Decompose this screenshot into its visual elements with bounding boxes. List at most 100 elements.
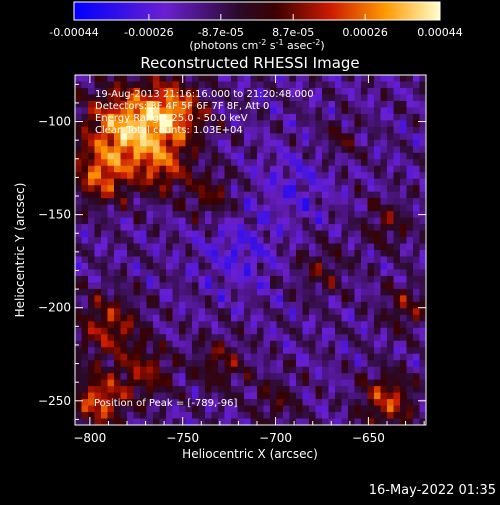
heatmap-cell xyxy=(107,392,115,400)
heatmap-cell xyxy=(354,87,362,95)
heatmap-cell xyxy=(400,191,407,199)
heatmap-cell xyxy=(159,288,167,296)
heatmap-cell xyxy=(198,191,206,199)
heatmap-cell xyxy=(328,230,336,238)
heatmap-cell xyxy=(231,191,238,199)
heatmap-cell xyxy=(133,340,141,348)
heatmap-cell xyxy=(296,386,303,393)
heatmap-cell xyxy=(244,75,251,82)
heatmap-cell xyxy=(140,360,147,368)
heatmap-cell xyxy=(94,185,102,193)
heatmap-cell xyxy=(231,321,238,329)
heatmap-cell xyxy=(81,282,89,290)
heatmap-cell xyxy=(81,191,89,199)
heatmap-cell xyxy=(289,139,297,147)
heatmap-cell xyxy=(244,191,251,199)
heatmap-cell xyxy=(328,107,336,115)
heatmap-cell xyxy=(146,211,154,218)
heatmap-cell xyxy=(172,347,180,355)
heatmap-cell xyxy=(309,87,316,95)
heatmap-cell xyxy=(335,379,342,387)
heatmap-cell xyxy=(309,295,316,303)
heatmap-cell xyxy=(315,347,323,355)
heatmap-cell xyxy=(354,139,362,147)
heatmap-cell xyxy=(140,288,147,296)
heatmap-cell xyxy=(250,379,258,387)
heatmap-cell xyxy=(406,126,414,134)
heatmap-cell xyxy=(413,321,420,329)
heatmap-cell xyxy=(400,288,407,296)
heatmap-cell xyxy=(231,399,238,406)
heatmap-cell xyxy=(244,139,251,147)
heatmap-cell xyxy=(283,256,290,264)
heatmap-cell xyxy=(185,418,193,426)
heatmap-cell xyxy=(94,301,102,309)
heatmap-cell xyxy=(88,133,95,141)
heatmap-cell xyxy=(348,262,355,270)
heatmap-cell xyxy=(361,165,368,173)
heatmap-cell xyxy=(211,334,219,342)
heatmap-cell xyxy=(101,230,108,238)
heatmap-cell xyxy=(231,243,238,251)
heatmap-cell xyxy=(107,217,115,225)
chart-title: Reconstructed RHESSI Image xyxy=(140,54,359,72)
heatmap-cell xyxy=(133,152,141,160)
heatmap-cell xyxy=(146,392,154,400)
heatmap-cell xyxy=(419,198,427,206)
heatmap-cell xyxy=(354,75,362,82)
heatmap-cell xyxy=(250,334,258,342)
heatmap-cell xyxy=(140,152,147,160)
heatmap-cell xyxy=(218,301,225,309)
heatmap-cell xyxy=(75,405,82,413)
heatmap-cell xyxy=(224,159,232,167)
heatmap-cell xyxy=(88,250,95,257)
heatmap-cell xyxy=(406,314,414,322)
heatmap-cell xyxy=(185,373,193,381)
heatmap-cell xyxy=(348,133,355,141)
heatmap-cell xyxy=(146,100,154,108)
heatmap-cell xyxy=(250,418,258,426)
heatmap-cell xyxy=(94,250,102,257)
heatmap-cell xyxy=(354,418,362,426)
heatmap-cell xyxy=(244,301,251,309)
heatmap-cell xyxy=(231,418,238,426)
heatmap-cell xyxy=(244,204,251,212)
heatmap-cell xyxy=(75,295,82,303)
heatmap-cell xyxy=(146,224,154,231)
heatmap-cell xyxy=(159,373,167,381)
heatmap-cell xyxy=(289,412,297,419)
heatmap-cell xyxy=(153,275,160,283)
heatmap-cell xyxy=(133,327,141,335)
heatmap-cell xyxy=(114,178,121,186)
heatmap-cell xyxy=(335,113,342,121)
heatmap-cell xyxy=(387,87,394,95)
heatmap-cell xyxy=(387,353,394,361)
heatmap-cell xyxy=(419,159,427,167)
heatmap-cell xyxy=(387,334,394,342)
heatmap-cell xyxy=(172,230,180,238)
heatmap-cell xyxy=(192,217,199,225)
heatmap-cell xyxy=(257,159,264,167)
heatmap-cell xyxy=(133,288,141,296)
heatmap-cell xyxy=(153,334,160,342)
heatmap-cell xyxy=(133,191,141,199)
heatmap-cell xyxy=(328,139,336,147)
heatmap-cell xyxy=(302,204,310,212)
heatmap-cell xyxy=(413,100,420,108)
heatmap-cell xyxy=(315,159,323,167)
heatmap-cell xyxy=(179,217,186,225)
heatmap-cell xyxy=(315,120,323,128)
heatmap-cell xyxy=(179,107,186,115)
heatmap-cell xyxy=(283,353,290,361)
heatmap-cell xyxy=(387,204,394,212)
heatmap-cell xyxy=(419,172,427,180)
heatmap-cell xyxy=(114,405,121,413)
heatmap-cell xyxy=(231,81,238,89)
heatmap-cell xyxy=(289,81,297,89)
heatmap-cell xyxy=(400,321,407,329)
heatmap-cell xyxy=(127,198,134,206)
heatmap-cell xyxy=(101,334,108,342)
heatmap-cell xyxy=(302,327,310,335)
heatmap-cell xyxy=(159,386,167,393)
heatmap-cell xyxy=(380,282,388,290)
